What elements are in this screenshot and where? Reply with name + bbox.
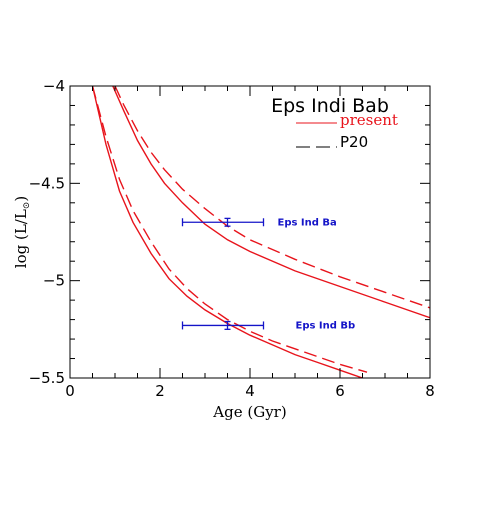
series-layer: [91, 86, 430, 378]
legend-label-p20: P20: [340, 133, 368, 151]
y-tick-label: −5.5: [29, 369, 65, 387]
x-tick-label: 0: [65, 382, 75, 400]
x-tick-label: 4: [245, 382, 255, 400]
x-tick-label: 8: [425, 382, 435, 400]
chart-title: Eps Indi Bab: [271, 95, 389, 117]
series-line-0-solid: [112, 86, 430, 319]
y-tick-label: −4: [43, 77, 65, 95]
tick-layer: 0 2 4 6 8 −5.5 −5 −4.5 −4: [29, 77, 435, 400]
data-point-eps-ind-ba: Eps Ind Ba: [181, 217, 337, 228]
series-line-2-solid: [91, 86, 363, 378]
points-layer: Eps Ind Ba Eps Ind Bb: [181, 217, 356, 331]
y-tick-label: −5: [43, 272, 65, 290]
x-tick-label: 6: [335, 382, 345, 400]
point-label-eps-ind-bb: Eps Ind Bb: [296, 320, 356, 331]
legend: present P20: [296, 111, 398, 151]
y-axis-label-close: ): [12, 196, 30, 202]
y-axis-label-main: log (L/L: [12, 209, 30, 268]
x-tick-label: 2: [155, 382, 165, 400]
data-point-eps-ind-bb: Eps Ind Bb: [181, 320, 356, 331]
y-axis-label-sub: ⊙: [22, 202, 32, 210]
x-axis-label: Age (Gyr): [212, 403, 286, 421]
point-label-eps-ind-ba: Eps Ind Ba: [278, 217, 337, 228]
series-line-1-dashed: [114, 86, 430, 309]
series-line-3-dashed: [91, 86, 368, 373]
legend-label-present: present: [340, 111, 398, 129]
plot-frame: [69, 85, 431, 379]
y-tick-label: −4.5: [29, 174, 65, 192]
y-axis-label: log (L/L⊙): [12, 196, 32, 268]
